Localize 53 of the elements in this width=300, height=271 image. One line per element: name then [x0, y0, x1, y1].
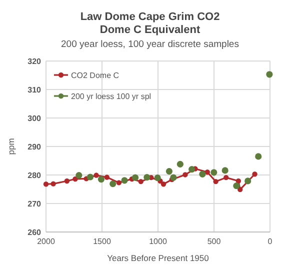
point [98, 176, 105, 183]
point [204, 170, 210, 175]
point [132, 174, 139, 181]
point [110, 180, 116, 188]
y-tick-label: 290 [28, 142, 42, 152]
point [154, 174, 161, 182]
point [160, 182, 166, 187]
y-tick-label: 310 [28, 86, 42, 94]
y-tick-label: 320 [28, 57, 42, 66]
point [43, 182, 49, 187]
point [233, 182, 240, 190]
legend-label: CO2 Dome C [71, 71, 120, 80]
x-axis-title: Years Before Present 1950 [107, 253, 210, 263]
y-tick-label: 280 [28, 171, 42, 180]
chart-subtitle: 200 year loess, 100 year discrete samples [61, 39, 240, 50]
x-tick-label: 1500 [93, 237, 112, 246]
point [213, 178, 218, 184]
y-tick-label: 260 [28, 228, 42, 237]
point [170, 174, 177, 181]
point [188, 166, 196, 173]
y-tick-label: 300 [28, 114, 42, 123]
point [237, 186, 243, 192]
point [222, 167, 228, 174]
point [182, 172, 188, 178]
point [255, 153, 262, 160]
point [64, 178, 70, 184]
point [199, 170, 206, 178]
x-tick-label: 1000 [149, 237, 168, 246]
point [266, 71, 273, 78]
chart-title: Law Dome Cape Grim CO2 Dome C Equivalent [80, 11, 220, 36]
point [252, 172, 258, 177]
legend-label: 200 yr loess 100 yr spl [71, 92, 152, 101]
point [223, 174, 229, 180]
point [86, 174, 94, 180]
point [236, 178, 242, 184]
point [94, 172, 99, 178]
point [244, 178, 252, 184]
point [116, 180, 122, 186]
point [166, 168, 172, 175]
point [72, 176, 78, 182]
y-tick-label: 270 [28, 200, 42, 208]
point [76, 172, 82, 179]
point [210, 169, 218, 176]
point [144, 174, 150, 181]
point [138, 178, 144, 184]
y-axis-title: ppm [6, 138, 16, 155]
point [104, 174, 110, 180]
x-tick-label: 500 [207, 237, 222, 246]
x-tick-label: 2000 [37, 237, 56, 246]
point [121, 177, 128, 184]
x-tick-label: 0 [268, 237, 273, 246]
point [50, 181, 56, 186]
point [176, 160, 184, 168]
